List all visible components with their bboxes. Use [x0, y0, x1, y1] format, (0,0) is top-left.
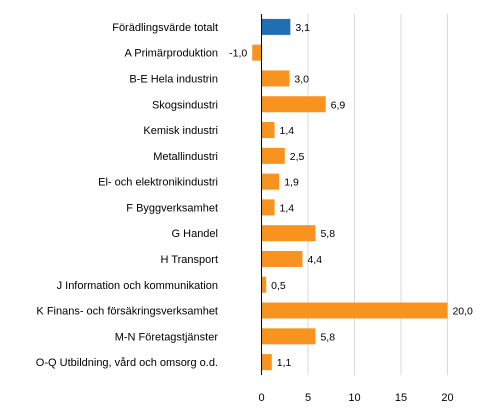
value-label-5: 2,5 — [290, 151, 305, 163]
bar-8 — [261, 225, 316, 242]
category-label-10: J Information och kommunikation — [57, 280, 218, 292]
value-label-10: 0,5 — [271, 280, 286, 292]
value-label-6: 1,9 — [284, 177, 299, 189]
category-label-13: O-Q Utbildning, vård och omsorg o.d. — [36, 357, 218, 369]
bar-12 — [261, 328, 316, 345]
x-tick-label-20: 20 — [441, 392, 453, 404]
value-labels: 3,1 -1,0 3,0 6,9 1,4 2,5 1,9 1,4 5,8 4,4 0,5 20,0 5,… — [229, 22, 473, 369]
bar-13 — [261, 354, 272, 371]
category-label-8: G Handel — [172, 228, 218, 240]
value-label-8: 5,8 — [320, 228, 335, 240]
bar-7 — [261, 199, 275, 216]
category-label-6: El- och elektronikindustri — [98, 177, 218, 189]
category-label-9: H Transport — [161, 254, 218, 266]
value-label-3: 6,9 — [331, 99, 346, 111]
category-label-2: B-E Hela industrin — [129, 73, 218, 85]
value-label-2: 3,0 — [294, 73, 309, 85]
x-tick-label-15: 15 — [395, 392, 407, 404]
bar-6 — [261, 173, 280, 190]
value-label-0: 3,1 — [295, 22, 310, 34]
category-label-11: K Finans- och försäkringsverksamhet — [36, 306, 218, 318]
category-label-0: Förädlingsvärde totalt — [112, 22, 218, 34]
bar-5 — [261, 147, 285, 164]
bars — [252, 18, 448, 371]
x-axis: 0 5 10 15 20 — [258, 14, 454, 404]
category-label-1: A Primärproduktion — [124, 48, 218, 60]
bar-3 — [261, 96, 326, 113]
value-label-4: 1,4 — [280, 125, 295, 137]
category-label-7: F Byggverksamhet — [126, 202, 218, 214]
value-label-1: -1,0 — [229, 48, 247, 60]
x-tick-label-0: 0 — [258, 392, 264, 404]
value-label-11: 20,0 — [452, 306, 473, 318]
bar-1 — [252, 44, 262, 61]
value-label-7: 1,4 — [280, 202, 295, 214]
category-label-4: Kemisk industri — [143, 125, 218, 137]
bar-9 — [261, 250, 303, 267]
category-label-5: Metallindustri — [153, 151, 218, 163]
bar-0 — [261, 18, 291, 35]
grid-lines — [307, 14, 448, 375]
bar-11 — [261, 302, 448, 319]
bar-2 — [261, 70, 290, 87]
x-tick-label-10: 10 — [348, 392, 360, 404]
category-labels: Förädlingsvärde totalt A Primärproduktion… — [36, 22, 219, 369]
category-label-3: Skogsindustri — [152, 99, 218, 111]
bar-10 — [261, 276, 267, 293]
bar-4 — [261, 122, 275, 139]
value-label-12: 5,8 — [320, 331, 335, 343]
value-label-9: 4,4 — [307, 254, 322, 266]
value-label-13: 1,1 — [277, 357, 292, 369]
category-label-12: M-N Företagstjänster — [115, 331, 219, 343]
x-tick-label-5: 5 — [305, 392, 311, 404]
